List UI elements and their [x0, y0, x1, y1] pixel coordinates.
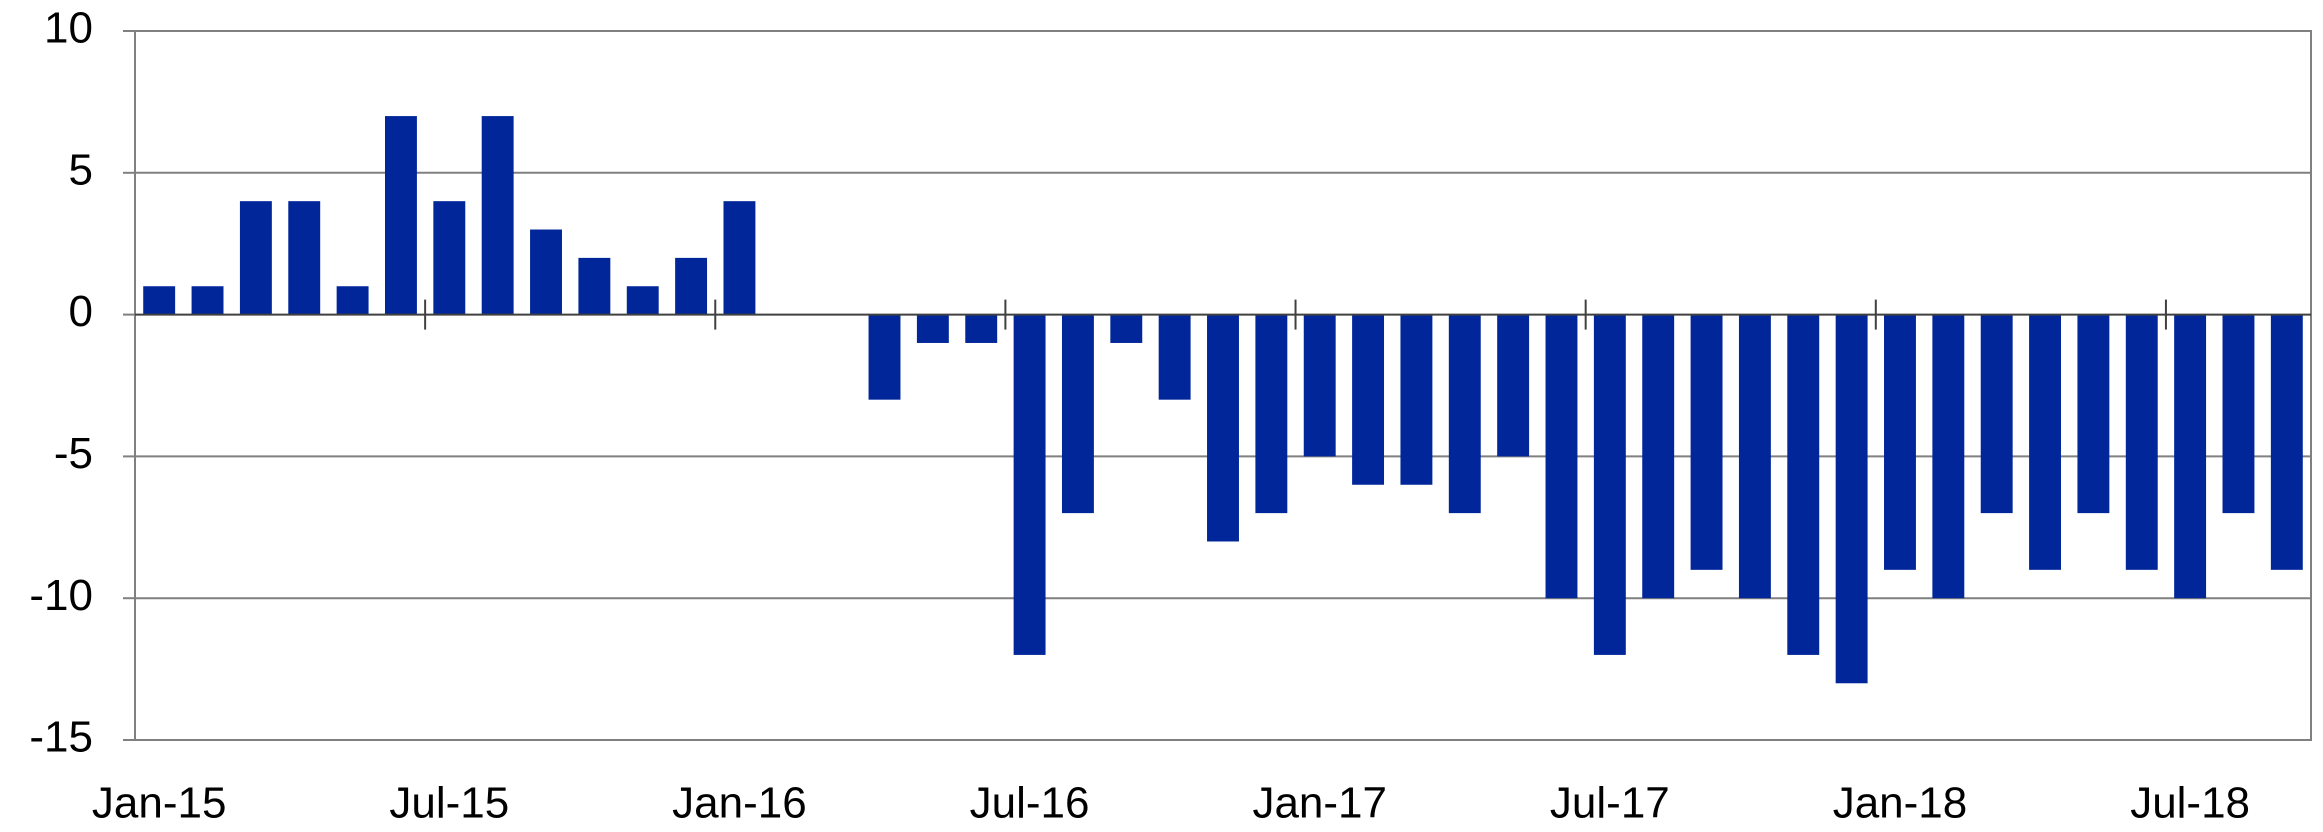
x-tick-label: Jan-18 [1833, 779, 1968, 828]
bar [916, 314, 949, 343]
bar [1932, 314, 1965, 599]
bar [1158, 314, 1191, 400]
bar [433, 201, 466, 315]
x-tick-label: Jan-16 [672, 779, 807, 828]
bar [1835, 314, 1868, 684]
bar [191, 286, 224, 315]
bar [868, 314, 901, 400]
bar [143, 286, 176, 315]
bar [1980, 314, 2013, 514]
bar [336, 286, 369, 315]
bar [1497, 314, 1530, 457]
bar [1061, 314, 1094, 514]
bar [1690, 314, 1723, 570]
x-tick-label: Jul-17 [1550, 779, 1670, 828]
bar [1545, 314, 1578, 599]
bar [1013, 314, 1046, 655]
bar [1352, 314, 1385, 485]
bar [1255, 314, 1288, 514]
bar [1400, 314, 1433, 485]
bar [965, 314, 998, 343]
bar [1884, 314, 1916, 570]
x-tick-label: Jan-17 [1252, 779, 1387, 828]
x-tick-label: Jul-18 [2130, 779, 2250, 828]
y-tick-label: -5 [54, 429, 93, 478]
bar [530, 229, 562, 315]
y-tick-label: -15 [29, 713, 93, 762]
y-tick-label: 10 [44, 4, 93, 53]
bar [1593, 314, 1626, 655]
bar [288, 201, 321, 315]
bar [2222, 314, 2255, 514]
bar [723, 201, 756, 315]
x-tick-label: Jul-16 [970, 779, 1090, 828]
bar [239, 201, 272, 315]
x-tick-label: Jul-15 [389, 779, 509, 828]
bar [1110, 314, 1143, 343]
bar [2077, 314, 2110, 514]
y-tick-label: 5 [69, 145, 93, 194]
bar [2029, 314, 2062, 570]
x-tick-label: Jan-15 [92, 779, 227, 828]
bar [1303, 314, 1336, 457]
bar [675, 257, 708, 315]
bar [2174, 314, 2207, 599]
y-tick-label: 0 [69, 287, 93, 336]
bar [1642, 314, 1675, 599]
bar [1738, 314, 1771, 599]
bar [626, 286, 659, 315]
bar [1787, 314, 1820, 655]
bar [2270, 314, 2303, 570]
bar [2125, 314, 2158, 570]
bar [481, 116, 514, 315]
y-tick-label: -10 [29, 571, 93, 620]
bar [384, 116, 417, 315]
bar [1207, 314, 1239, 542]
bar [1448, 314, 1481, 514]
bar [578, 257, 611, 315]
